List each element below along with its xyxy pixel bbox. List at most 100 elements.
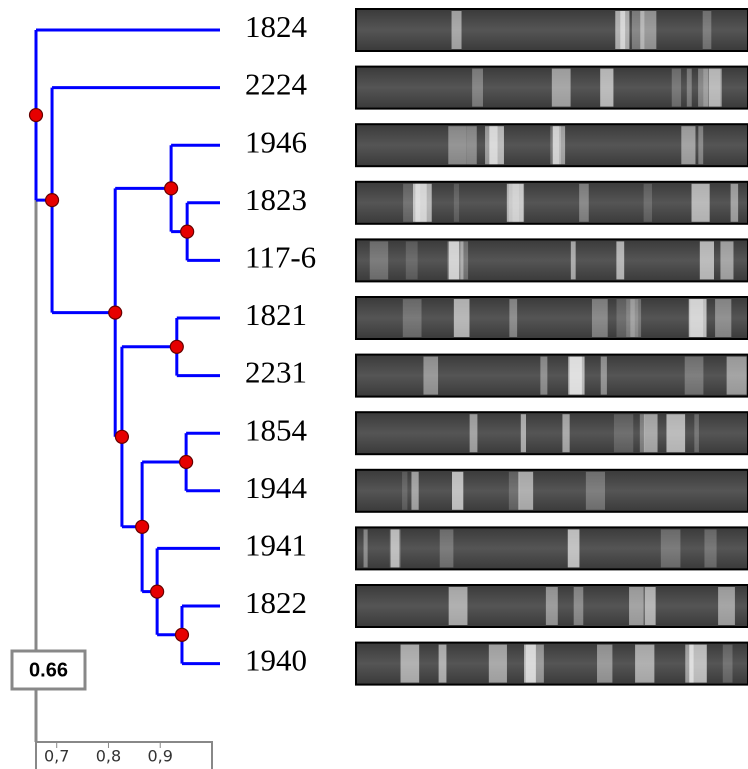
gel-band <box>570 241 576 280</box>
gel-band <box>550 126 561 165</box>
gel-band <box>630 299 642 337</box>
leaf-label: 1946 <box>245 124 307 159</box>
gel-band <box>400 644 420 683</box>
gel-lane-bg <box>355 238 748 283</box>
gel-lane-bg <box>355 353 748 398</box>
gel-lane <box>355 238 748 283</box>
gel-band <box>718 587 735 625</box>
gel-band <box>469 414 478 453</box>
x-tick-label: 0,7 <box>44 747 69 766</box>
gel-band <box>631 11 645 49</box>
gel-band <box>629 587 644 625</box>
gel-lane-bg <box>355 468 748 513</box>
gel-band <box>730 183 739 222</box>
gel-lane <box>355 526 748 571</box>
gel-band <box>545 587 558 625</box>
gel-band <box>509 299 518 337</box>
gel-band <box>666 414 686 453</box>
gel-band <box>389 529 401 568</box>
gel-lane <box>355 8 748 52</box>
gel-band <box>708 68 722 107</box>
leaf-label: 1941 <box>245 528 307 563</box>
gel-band <box>691 183 710 222</box>
gel-lane <box>355 641 748 686</box>
gel-band <box>702 11 712 49</box>
gel-lane <box>355 123 748 168</box>
gel-band <box>591 299 608 337</box>
leaf-label: 1854 <box>245 412 308 447</box>
gel-band <box>438 644 447 683</box>
gel-band <box>660 529 681 568</box>
gel-band <box>402 299 422 337</box>
gel-band <box>412 183 432 222</box>
gel-lane-bg <box>355 641 748 686</box>
gel-band <box>525 644 544 683</box>
gel-band <box>551 68 571 107</box>
gel-lane <box>355 411 748 456</box>
gel-band <box>562 414 570 453</box>
gel-lane <box>355 296 748 340</box>
gel-band <box>423 356 439 395</box>
gel-band <box>520 414 526 453</box>
leaf-label: 1940 <box>245 643 307 678</box>
gel-band <box>567 529 580 568</box>
leaf-label: 117-6 <box>245 240 316 275</box>
axis-box <box>35 741 213 769</box>
leaf-label: 2231 <box>245 355 307 390</box>
gel-lane <box>355 353 748 398</box>
leaf-label: 1824 <box>245 9 308 44</box>
gel-band <box>512 183 519 222</box>
gel-band <box>600 356 607 395</box>
gel-lane-bg <box>355 584 748 628</box>
gel-band <box>540 356 548 395</box>
gel-band <box>597 644 613 683</box>
gel-band <box>585 471 605 510</box>
gel-band <box>489 126 504 165</box>
gel-band <box>573 587 584 625</box>
gel-band <box>722 644 733 683</box>
gel-band <box>506 183 524 222</box>
gel-lane-bg <box>355 123 748 168</box>
gel-band <box>402 471 408 510</box>
gel-band <box>704 529 717 568</box>
node-dot <box>174 627 190 642</box>
gel-band <box>643 414 658 453</box>
gel-band <box>671 68 682 107</box>
gel-band <box>640 11 657 49</box>
node-dot <box>135 519 150 534</box>
gel-lane-bg <box>355 526 748 571</box>
gel-band <box>698 68 709 107</box>
x-tick-label: 0,9 <box>148 747 173 766</box>
node-dot <box>169 339 184 354</box>
gel-band <box>448 587 468 625</box>
node-dot <box>179 454 194 470</box>
gel-band <box>639 414 645 453</box>
gel-band <box>472 68 483 107</box>
gel-band <box>488 644 507 683</box>
node-dot <box>114 429 130 444</box>
gel-lane-bg <box>355 411 748 456</box>
gel-band <box>643 183 653 222</box>
gel-band <box>405 241 418 280</box>
gel-band <box>363 529 368 568</box>
gel-band <box>689 644 707 683</box>
node-dot <box>180 224 195 239</box>
gel-band <box>508 471 520 510</box>
leaf-label: 1821 <box>245 297 307 332</box>
leaf-label: 1823 <box>245 182 307 217</box>
gel-band <box>684 356 704 395</box>
gel-band <box>460 241 469 280</box>
gel-band <box>726 356 747 395</box>
gel-band <box>686 68 692 107</box>
gel-band <box>635 644 655 683</box>
gel-lane-bg <box>355 8 748 52</box>
gel-band <box>453 183 460 222</box>
gel-band <box>685 644 694 683</box>
leaf-label: 1944 <box>245 470 308 505</box>
gel-band <box>553 126 566 165</box>
gel-band <box>518 471 534 510</box>
gel-band <box>698 126 704 165</box>
node-dot <box>108 305 123 320</box>
gel-band <box>524 644 536 683</box>
